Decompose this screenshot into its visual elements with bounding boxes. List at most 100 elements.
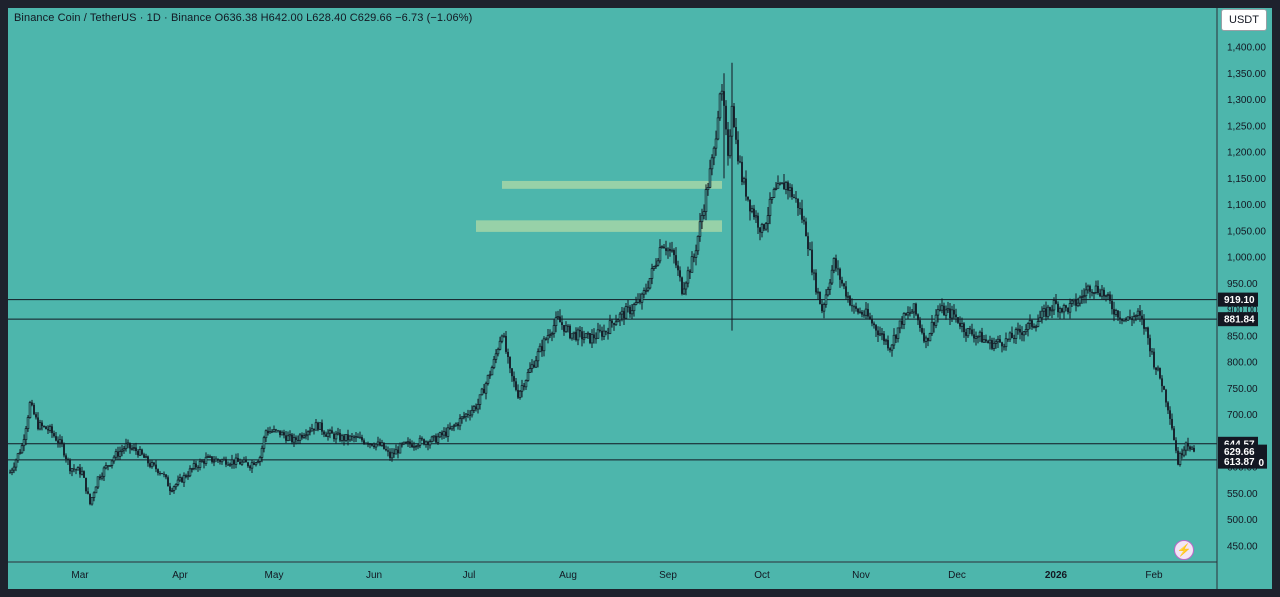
candle-body-down xyxy=(611,320,613,324)
candle-body-up xyxy=(538,345,542,353)
level-tag-r1-bg xyxy=(1218,292,1258,307)
candle-body-up xyxy=(878,333,882,336)
candle-body-down xyxy=(795,197,797,199)
candle-body-up xyxy=(996,338,1000,343)
candle-body-down xyxy=(211,456,213,462)
candle-body-down xyxy=(811,249,813,273)
candle-body-up xyxy=(572,331,576,335)
candle-body-up xyxy=(470,409,474,416)
candle-body-up xyxy=(230,459,234,465)
candle-body-down xyxy=(923,332,925,342)
candle-body-down xyxy=(953,309,955,315)
candle-body-up xyxy=(632,304,636,312)
candle-body-up xyxy=(858,311,862,314)
candle-body-down xyxy=(517,389,519,398)
candle-body-up xyxy=(256,461,260,464)
time-axis-label: Oct xyxy=(754,570,770,581)
candle-body-down xyxy=(323,431,325,435)
candle-body-down xyxy=(233,459,235,465)
price-axis-label: 700.00 xyxy=(1227,410,1258,421)
candle-body-up xyxy=(624,306,628,319)
candle-body-down xyxy=(331,430,333,434)
candle-body-down xyxy=(283,432,285,436)
candle-body-down xyxy=(877,330,879,335)
currency-button[interactable]: USDT xyxy=(1221,9,1267,31)
candle-body-down xyxy=(475,406,477,410)
candle-body-up xyxy=(950,309,954,319)
candle-body-down xyxy=(901,320,903,325)
candle-body-down xyxy=(163,473,165,475)
candle-body-up xyxy=(302,435,306,438)
candle-body-down xyxy=(1147,327,1149,339)
candle-body-down xyxy=(639,299,641,303)
candle-body-down xyxy=(599,329,601,331)
candle-body-down xyxy=(141,449,143,455)
candle-body-down xyxy=(361,437,363,441)
candle-body-up xyxy=(974,336,978,339)
candle-body-up xyxy=(706,187,710,190)
candle-body-up xyxy=(264,430,268,439)
candle-body-up xyxy=(80,470,84,475)
candle-body-down xyxy=(185,475,187,477)
candle-body-down xyxy=(1113,309,1115,315)
candle-body-up xyxy=(542,338,546,352)
candle-body-down xyxy=(915,303,917,315)
lightning-icon[interactable]: ⚡ xyxy=(1174,540,1194,560)
candle-body-down xyxy=(883,333,885,342)
candle-body-down xyxy=(511,368,513,377)
candle-body-down xyxy=(147,456,149,464)
candle-body-up xyxy=(496,348,500,355)
candle-body-down xyxy=(741,161,743,182)
candle-body-down xyxy=(117,451,119,457)
candle-body-up xyxy=(462,416,466,418)
candle-body-up xyxy=(780,182,784,185)
candle-body-up xyxy=(828,282,832,290)
candle-body-up xyxy=(464,413,468,417)
candle-body-up xyxy=(178,477,182,481)
level-tag-s2: 613.87 xyxy=(1218,454,1258,468)
candle-body-down xyxy=(673,250,675,256)
candle-body-down xyxy=(43,426,45,428)
candle-body-up xyxy=(1104,294,1108,297)
candle-body-up xyxy=(1032,326,1036,328)
level-tag-r2-bg xyxy=(1218,312,1258,327)
level-tag-s2-text: 613.87 xyxy=(1224,457,1255,468)
candle-body-down xyxy=(33,404,35,415)
candle-body-down xyxy=(35,414,37,418)
candle-body-down xyxy=(351,436,353,438)
candle-body-up xyxy=(424,441,428,445)
candle-body-up xyxy=(1022,331,1026,336)
candle-body-up xyxy=(204,456,208,464)
candle-body-down xyxy=(409,441,411,445)
candle-body-up xyxy=(764,223,768,230)
candle-body-up xyxy=(928,333,932,342)
candle-body-up xyxy=(336,432,340,435)
candle-body-down xyxy=(89,493,91,505)
candle-body-down xyxy=(135,447,137,452)
candle-body-up xyxy=(288,434,292,437)
candle-body-down xyxy=(987,341,989,343)
candle-body-up xyxy=(1084,289,1088,297)
candle-body-down xyxy=(677,265,679,271)
candle-body-down xyxy=(921,327,923,333)
candle-body-down xyxy=(855,306,857,309)
candle-body-up xyxy=(652,266,656,269)
candle-body-up xyxy=(1080,296,1084,298)
candle-body-down xyxy=(575,332,577,340)
candle-body-up xyxy=(944,309,948,316)
candle-body-up xyxy=(188,468,192,477)
candle-body-up xyxy=(654,264,658,267)
candle-body-up xyxy=(716,117,720,140)
supply-zone[interactable] xyxy=(502,180,722,189)
candle-body-down xyxy=(605,331,607,333)
candle-body-down xyxy=(153,462,155,465)
candle-body-up xyxy=(260,447,264,458)
candle-body-down xyxy=(745,178,747,197)
candle-body-down xyxy=(63,444,65,456)
supply-zone[interactable] xyxy=(476,220,722,232)
candle-body-up xyxy=(228,463,232,466)
candle-body-down xyxy=(759,227,761,233)
price-axis-label: 1,250.00 xyxy=(1227,121,1266,132)
candle-body-up xyxy=(192,463,196,469)
